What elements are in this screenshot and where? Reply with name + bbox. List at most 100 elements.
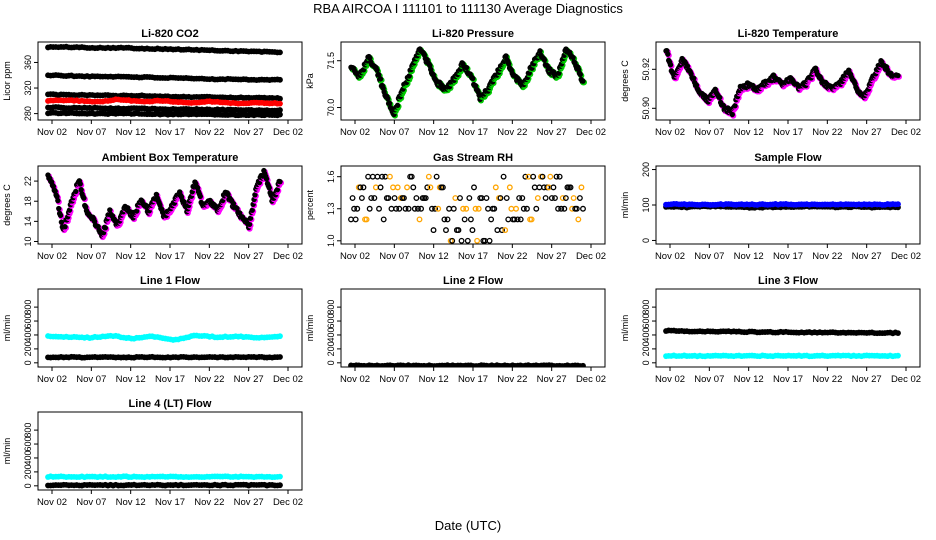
series-line-3-flow [663, 327, 901, 337]
data-point [562, 195, 569, 202]
data-point [488, 216, 495, 223]
data-point [54, 193, 60, 200]
series-line-1-flow [45, 332, 283, 343]
plot-frame [37, 41, 303, 121]
data-point [252, 192, 258, 198]
y-axis-label: kPa [305, 73, 315, 89]
x-tick-label: Nov 12 [116, 127, 146, 138]
x-tick-label: Nov 02 [37, 374, 67, 385]
data-point [357, 184, 364, 191]
data-point [379, 173, 386, 180]
data-point [277, 100, 283, 107]
x-tick-label: Nov 07 [76, 374, 106, 385]
data-point [386, 100, 393, 106]
plot-frame [340, 41, 606, 121]
y-tick-label: 600 [23, 437, 33, 452]
data-point [374, 67, 380, 73]
data-point [77, 181, 83, 187]
y-tick-label: 200 [23, 464, 33, 479]
data-point [430, 227, 437, 234]
x-tick-label: Nov 07 [694, 127, 724, 138]
data-point [717, 94, 723, 101]
y-tick-label: 200 [641, 162, 651, 177]
data-point [522, 173, 529, 180]
data-point [472, 205, 479, 212]
data-point [416, 216, 423, 223]
data-point [277, 49, 283, 56]
data-point [467, 216, 474, 223]
data-point [249, 207, 255, 213]
chart-title: Line 4 (LT) Flow [129, 398, 212, 410]
data-point [393, 205, 400, 212]
y-tick-label: 10 [23, 236, 33, 246]
series-box-temperature [45, 167, 284, 241]
data-point [525, 173, 532, 180]
data-point [537, 48, 543, 54]
y-tick-label: 600 [326, 314, 336, 329]
data-point [247, 215, 254, 221]
plot-area [663, 327, 901, 360]
data-point [550, 184, 557, 191]
x-tick-label: Nov 22 [194, 374, 224, 385]
y-tick-label: 200 [641, 341, 651, 356]
chart-title: Line 2 Flow [443, 275, 503, 287]
data-point [460, 205, 467, 212]
data-point [374, 173, 381, 180]
x-tick-label: Dec 02 [576, 127, 606, 138]
data-point [513, 205, 519, 212]
y-tick-label: 50.92 [641, 58, 651, 81]
y-tick-label: 200 [326, 341, 336, 356]
y-axis-label: degrees C [2, 184, 12, 226]
data-point [377, 76, 384, 82]
data-point [133, 208, 140, 214]
x-tick-label: Nov 27 [852, 374, 882, 385]
data-point [371, 195, 378, 202]
data-point [277, 107, 283, 113]
chart-title: Gas Stream RH [433, 152, 513, 164]
data-point [277, 482, 283, 489]
data-point [363, 216, 370, 223]
data-point [446, 205, 453, 212]
chart-title: Sample Flow [754, 152, 822, 164]
series-tank-low [45, 91, 283, 102]
chart-title: Ambient Box Temperature [102, 152, 239, 164]
x-tick-label: Nov 02 [340, 127, 370, 138]
data-point [895, 201, 901, 208]
data-point [56, 205, 62, 212]
x-tick-label: Dec 02 [273, 127, 303, 138]
data-point [413, 195, 420, 202]
data-point [365, 173, 372, 180]
x-tick-label: Nov 07 [379, 374, 409, 385]
data-point [494, 227, 501, 234]
x-tick-label: Nov 17 [155, 251, 185, 262]
series-tank-zero [45, 109, 283, 119]
x-tick-label: Nov 17 [458, 374, 488, 385]
y-tick-label: 800 [23, 423, 33, 438]
plot-frame [340, 165, 606, 245]
data-point [547, 173, 554, 180]
plot-frame [655, 41, 921, 121]
y-tick-label: 0 [23, 360, 33, 365]
y-tick-label: 600 [23, 314, 33, 329]
data-point [411, 205, 418, 212]
x-tick-label: Nov 07 [694, 251, 724, 262]
data-point [197, 193, 203, 200]
data-point [492, 184, 499, 191]
data-point [402, 205, 409, 212]
data-point [555, 205, 562, 212]
x-tick-label: Nov 02 [655, 127, 685, 138]
data-point [732, 103, 738, 109]
data-point [573, 205, 580, 212]
data-point [81, 195, 87, 201]
data-point [553, 173, 560, 180]
data-point [348, 216, 354, 223]
x-tick-label: Dec 02 [273, 374, 303, 385]
data-point [404, 184, 411, 191]
data-point [580, 78, 586, 84]
y-axis-label: ml/min [620, 315, 630, 342]
data-point [499, 227, 505, 234]
data-point [349, 195, 356, 202]
data-point [410, 184, 417, 191]
x-tick-label: Nov 07 [76, 497, 106, 508]
